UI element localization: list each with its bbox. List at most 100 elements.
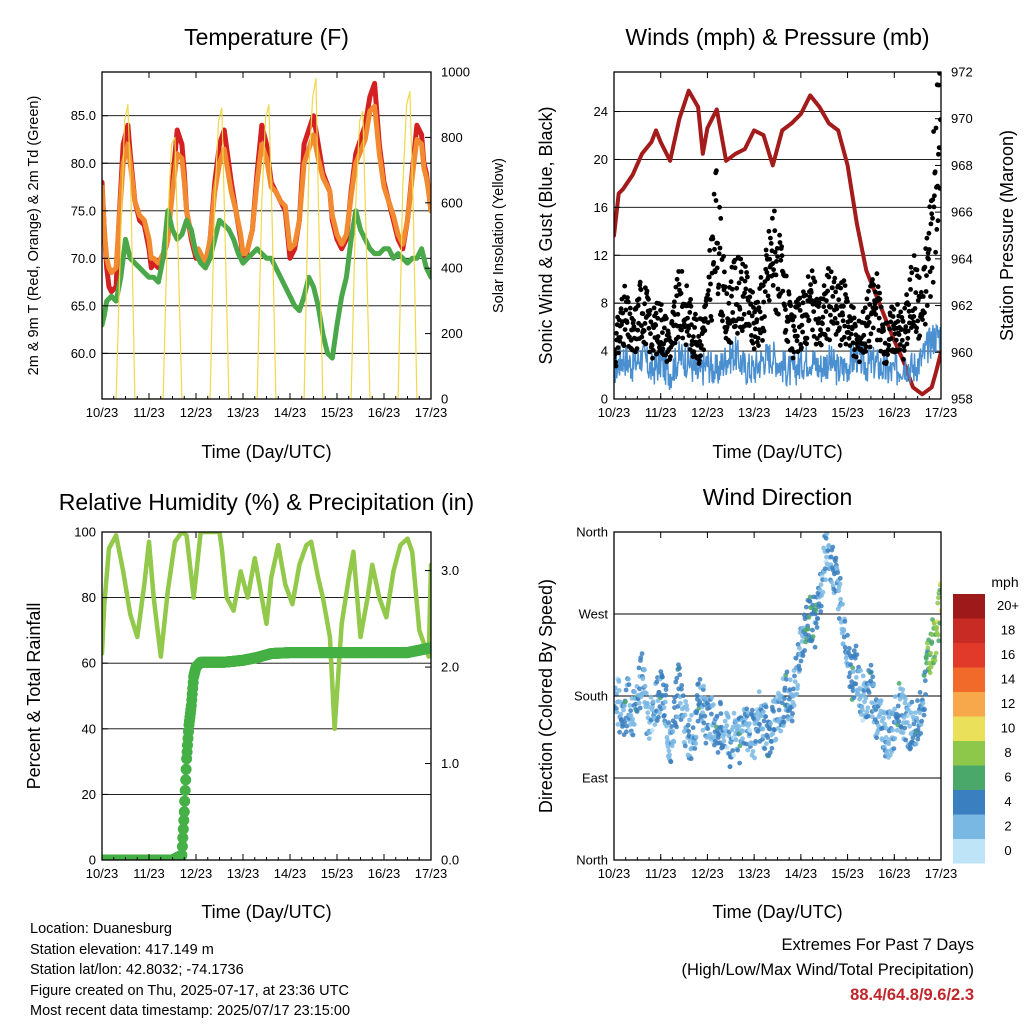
gust-point (647, 308, 653, 313)
direction-point (935, 600, 941, 606)
gust-point (614, 363, 619, 369)
dewpoint-point (189, 227, 194, 232)
direction-point (689, 712, 694, 718)
gust-point (772, 228, 778, 234)
gust-point (623, 307, 629, 313)
gust-point (806, 317, 812, 323)
gust-point (648, 331, 653, 337)
direction-point (686, 729, 691, 734)
gust-point (920, 294, 926, 299)
gust-point (724, 291, 730, 297)
dewpoint-point (232, 240, 237, 246)
gust-point (673, 284, 679, 290)
direction-point (845, 632, 850, 638)
gust-point (841, 334, 847, 340)
direction-point (812, 644, 818, 650)
gust-point (662, 325, 667, 331)
direction-point (864, 709, 870, 715)
gust-point (886, 342, 892, 348)
gust-point (707, 297, 713, 302)
gust-point (809, 298, 815, 303)
x-tick-label: 16/23 (368, 405, 401, 420)
direction-point (922, 678, 928, 684)
gust-point (804, 341, 809, 347)
dewpoint-point (169, 222, 174, 228)
gust-point (866, 338, 872, 344)
x-tick-label: 14/23 (274, 866, 307, 881)
direction-point (640, 676, 646, 682)
direction-point (915, 698, 920, 703)
gust-point (620, 310, 626, 316)
station-location: Location: Duanesburg (30, 921, 172, 937)
gust-point (618, 335, 623, 340)
y-tick-label: 16 (594, 200, 608, 215)
direction-point (797, 645, 802, 651)
direction-point (679, 683, 685, 688)
gust-point (747, 294, 753, 300)
direction-point (637, 705, 643, 711)
legend-swatch (953, 618, 985, 643)
recent-data-timestamp: Most recent data timestamp: 2025/07/17 2… (30, 1003, 351, 1020)
direction-point (850, 688, 856, 694)
direction-point (860, 707, 865, 713)
gust-point (711, 260, 717, 265)
gust-point (822, 332, 828, 338)
series-markers-2 (102, 642, 431, 860)
direction-point (665, 744, 671, 749)
rainfall-point (179, 785, 191, 796)
direction-point (644, 691, 649, 696)
direction-point (854, 652, 860, 657)
rainfall-point (425, 642, 431, 654)
gust-point (805, 314, 810, 319)
dewpoint-point (190, 233, 195, 238)
legend-swatch (953, 643, 985, 668)
direction-point (768, 721, 773, 726)
gust-point (757, 309, 763, 315)
direction-point (792, 673, 797, 679)
y-axis-label-right: Station Pressure (Maroon) (997, 130, 1017, 341)
gust-point (920, 317, 925, 322)
direction-point (833, 555, 839, 561)
direction-point (781, 719, 787, 725)
direction-point (862, 699, 867, 705)
direction-point (880, 725, 886, 731)
direction-point (932, 658, 938, 663)
direction-point (761, 709, 766, 715)
direction-point (636, 665, 642, 671)
gust-point (635, 327, 641, 333)
gust-point (778, 257, 784, 263)
direction-point (760, 726, 766, 732)
direction-point (669, 743, 675, 749)
direction-point (636, 700, 642, 706)
x-tick-label: 15/23 (831, 866, 864, 881)
direction-point (853, 643, 859, 649)
direction-point (731, 752, 737, 758)
gust-point (618, 306, 624, 312)
direction-point (666, 748, 672, 754)
gust-point (625, 299, 631, 305)
gust-point (614, 359, 618, 365)
gust-point (922, 310, 927, 316)
direction-point (620, 723, 626, 729)
direction-point (894, 727, 900, 733)
gust-point (713, 198, 719, 203)
direction-point (679, 686, 684, 692)
gust-point (923, 289, 929, 294)
gust-point (639, 323, 644, 329)
direction-point (648, 694, 654, 700)
gust-point (923, 246, 929, 252)
rainfall-point (178, 814, 190, 826)
dewpoint-point (312, 289, 317, 294)
gust-point (884, 359, 889, 365)
gust-point (791, 314, 797, 320)
y-tick-label-right: 962 (951, 298, 973, 313)
gust-point (875, 284, 881, 290)
direction-point (846, 674, 852, 680)
direction-point (907, 723, 912, 729)
gust-point (791, 323, 796, 329)
gust-point (826, 274, 832, 280)
gust-point (820, 321, 825, 327)
dewpoint-point (421, 256, 427, 261)
gust-point (800, 300, 806, 306)
plot-frame (101, 71, 432, 400)
